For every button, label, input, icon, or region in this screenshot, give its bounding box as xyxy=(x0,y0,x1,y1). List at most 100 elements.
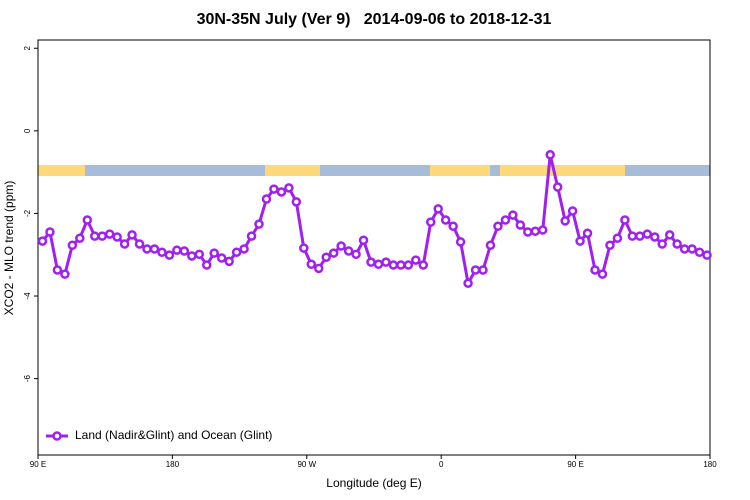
data-point xyxy=(104,229,115,239)
data-point xyxy=(89,231,100,241)
x-tick-label: 180 xyxy=(703,460,717,469)
x-tick-label: 180 xyxy=(166,460,180,469)
data-point xyxy=(672,239,682,249)
data-point xyxy=(351,249,361,260)
data-point xyxy=(328,248,339,258)
data-point xyxy=(157,247,167,257)
data-point xyxy=(694,247,705,257)
data-point xyxy=(411,255,421,265)
land-ocean-band xyxy=(38,165,710,176)
data-point xyxy=(597,269,608,279)
legend-marker xyxy=(52,431,62,441)
data-point xyxy=(470,265,481,275)
y-tick-label: 0 xyxy=(23,128,32,133)
data-point xyxy=(119,239,130,249)
data-point xyxy=(112,232,122,242)
land-band xyxy=(38,165,85,176)
data-point xyxy=(657,239,667,249)
data-point xyxy=(605,240,615,250)
data-point xyxy=(567,206,578,216)
data-point xyxy=(179,246,190,256)
data-point xyxy=(418,260,429,270)
data-point xyxy=(209,248,219,258)
data-point xyxy=(552,182,563,192)
data-point xyxy=(343,246,354,256)
data-point xyxy=(291,197,302,207)
data-point xyxy=(254,219,264,229)
data-point xyxy=(37,236,48,246)
data-point xyxy=(702,250,712,260)
data-point xyxy=(82,215,93,225)
data-point xyxy=(612,233,623,243)
data-point xyxy=(545,150,555,160)
data-point xyxy=(75,233,85,243)
data-point xyxy=(664,230,675,240)
data-point xyxy=(306,259,317,269)
data-point xyxy=(149,244,160,254)
data-point xyxy=(403,260,414,270)
data-point xyxy=(366,257,376,267)
y-tick-label: 2 xyxy=(23,45,32,50)
data-point xyxy=(172,245,182,255)
land-band xyxy=(500,165,625,176)
data-point xyxy=(194,249,205,260)
data-point xyxy=(478,265,488,275)
data-point xyxy=(336,241,346,251)
data-point xyxy=(627,231,638,241)
y-tick-label: -4 xyxy=(23,292,32,300)
data-point xyxy=(679,244,690,254)
ocean-band xyxy=(625,165,710,176)
data-point xyxy=(620,215,630,225)
ocean-band xyxy=(85,165,265,176)
data-point xyxy=(67,240,78,250)
data-point xyxy=(575,236,585,246)
data-point xyxy=(448,221,458,231)
data-point xyxy=(134,239,145,249)
data-point xyxy=(508,210,518,220)
data-point xyxy=(493,221,503,231)
data-point xyxy=(433,204,443,214)
data-point xyxy=(201,260,212,270)
y-tick-label: -6 xyxy=(23,375,32,383)
x-tick-label: 90 W xyxy=(297,460,316,469)
data-point xyxy=(642,229,653,239)
data-point xyxy=(455,237,466,247)
y-axis-label: XCO2 - MLO trend (ppm) xyxy=(2,181,16,316)
data-point xyxy=(299,243,309,253)
data-point xyxy=(97,231,107,241)
data-point xyxy=(635,231,645,241)
data-point xyxy=(590,265,600,275)
data-point xyxy=(284,183,294,193)
data-point xyxy=(463,278,473,288)
data-point xyxy=(60,269,70,279)
data-point xyxy=(358,235,369,246)
data-point xyxy=(142,244,152,254)
data-point xyxy=(224,256,234,267)
x-tick-label: 0 xyxy=(439,460,444,469)
data-point xyxy=(246,231,257,241)
data-point xyxy=(321,252,331,262)
plot-frame xyxy=(37,39,711,456)
land-band xyxy=(430,165,490,176)
data-point xyxy=(261,194,272,204)
data-point xyxy=(381,257,391,267)
data-point xyxy=(515,220,526,230)
data-point xyxy=(52,265,63,275)
data-point xyxy=(164,250,175,260)
data-point xyxy=(276,187,287,197)
data-point xyxy=(485,240,496,250)
data-point xyxy=(269,184,279,194)
data-point xyxy=(388,260,399,270)
y-tick-label: -2 xyxy=(23,209,32,217)
data-point xyxy=(239,244,249,254)
land-band xyxy=(265,165,320,176)
data-point xyxy=(373,259,384,269)
data-point xyxy=(582,228,593,239)
data-point xyxy=(313,263,324,274)
data-point xyxy=(649,232,660,242)
data-point xyxy=(687,244,697,254)
data-point xyxy=(440,215,451,225)
chart-title: 30N-35N July (Ver 9) 2014-09-06 to 2018-… xyxy=(197,11,552,28)
data-point xyxy=(523,227,533,237)
